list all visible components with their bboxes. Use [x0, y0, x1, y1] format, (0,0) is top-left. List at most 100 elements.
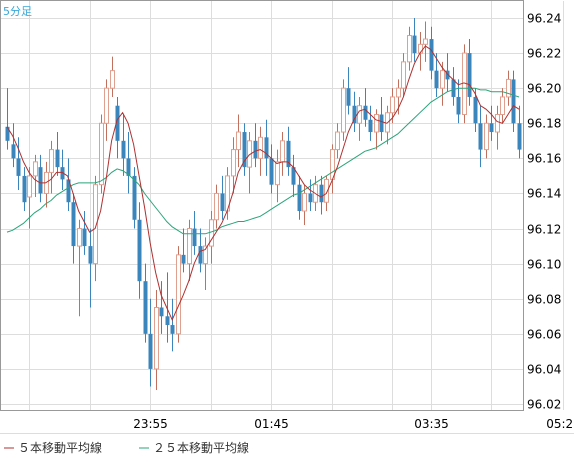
candle-up	[176, 254, 181, 335]
candle-up	[500, 96, 505, 115]
period-label: 5分足	[3, 5, 32, 18]
candle-down	[456, 96, 461, 115]
y-tick-label: 96.22	[527, 47, 561, 61]
ma25-line	[6, 87, 520, 235]
candle-up	[440, 70, 445, 89]
candle-down	[346, 88, 351, 106]
candle-up	[324, 178, 329, 203]
candle-down	[434, 70, 439, 89]
candle-down	[368, 119, 373, 133]
x-tick-label: 05:25	[546, 417, 574, 431]
candle-down	[379, 114, 384, 133]
candle-down	[121, 140, 126, 159]
candle-down	[511, 79, 516, 124]
candle-down	[253, 140, 258, 159]
x-tick-label: 23:55	[133, 417, 168, 431]
candle-up	[423, 38, 428, 45]
candle-down	[198, 246, 203, 264]
y-tick-label: 96.12	[527, 223, 561, 237]
candle-down	[148, 333, 153, 369]
candle-down	[181, 254, 186, 264]
candle-up	[203, 245, 208, 265]
candle-down	[11, 144, 16, 159]
candle-down	[137, 219, 142, 282]
candle-up	[407, 35, 412, 63]
candle-up	[390, 96, 395, 114]
y-tick-label: 96.04	[527, 363, 561, 377]
candle-up	[506, 78, 511, 98]
candle-down	[467, 53, 472, 97]
candle-up	[154, 307, 159, 370]
y-tick-label: 96.06	[527, 328, 561, 342]
candle-down	[451, 79, 456, 97]
candle-up	[99, 122, 104, 186]
candle-up	[231, 149, 236, 177]
candle-down	[478, 123, 483, 150]
candle-up	[110, 70, 115, 89]
y-tick-label: 96.08	[527, 293, 561, 307]
candle-down	[220, 193, 225, 211]
candle-down	[38, 167, 43, 194]
candle-down	[88, 246, 93, 264]
candle-down	[159, 307, 164, 317]
candle-up	[341, 87, 346, 133]
candle-down	[5, 126, 10, 141]
candle-up	[49, 149, 54, 173]
candle-up	[214, 192, 219, 221]
candle-down	[82, 228, 87, 247]
candle-up	[374, 114, 379, 133]
candle-up	[236, 131, 241, 151]
y-axis-ticks: 96.24 96.22 96.20 96.18 96.16 96.14 96.12 96.10…	[527, 12, 561, 412]
candle-down	[445, 70, 450, 80]
candle-up	[280, 140, 285, 163]
legend: ５本移動平均線 ２５本移動平均線	[4, 440, 249, 455]
candle-down	[192, 228, 197, 247]
candle-down	[363, 105, 368, 120]
candle-down	[412, 35, 417, 54]
candle-up	[357, 105, 362, 124]
candle-down	[319, 184, 324, 203]
candle-up	[93, 184, 98, 265]
plot-frame	[0, 0, 524, 411]
candle-down	[66, 179, 71, 203]
candle-down	[165, 316, 170, 326]
candle-down	[297, 184, 302, 211]
y-tick-label: 96.02	[527, 398, 561, 412]
candle-down	[517, 123, 522, 150]
candle-down	[132, 175, 137, 220]
x-tick-label: 03:35	[414, 417, 449, 431]
candle-up	[33, 161, 38, 177]
ma5-line	[6, 45, 520, 322]
candle-down	[286, 140, 291, 168]
candle-down	[60, 167, 65, 180]
y-tick-label: 96.10	[527, 258, 561, 272]
candle-up	[275, 161, 280, 186]
candle-up	[187, 228, 192, 265]
candle-up	[484, 122, 489, 151]
candle-down	[264, 137, 269, 159]
grid	[1, 1, 564, 410]
candle-down	[71, 202, 76, 247]
candles	[5, 18, 522, 390]
candle-down	[429, 39, 434, 71]
candle-up	[77, 228, 82, 247]
candle-up	[495, 114, 500, 133]
candle-down	[126, 158, 131, 176]
moving-average-lines	[6, 45, 520, 322]
candle-up	[258, 136, 263, 159]
y-tick-label: 96.14	[527, 187, 561, 201]
candle-down	[55, 149, 60, 168]
x-tick-label: 01:45	[254, 417, 289, 431]
candle-down	[269, 158, 274, 185]
y-tick-label: 96.18	[527, 117, 561, 131]
candle-up	[401, 61, 406, 89]
legend-label: ２５本移動平均線	[153, 440, 249, 455]
candle-down	[16, 158, 21, 176]
candle-up	[335, 131, 340, 151]
candle-down	[143, 281, 148, 334]
y-tick-label: 96.16	[527, 152, 561, 166]
candle-down	[22, 175, 27, 203]
legend-label: ５本移動平均線	[18, 440, 102, 455]
